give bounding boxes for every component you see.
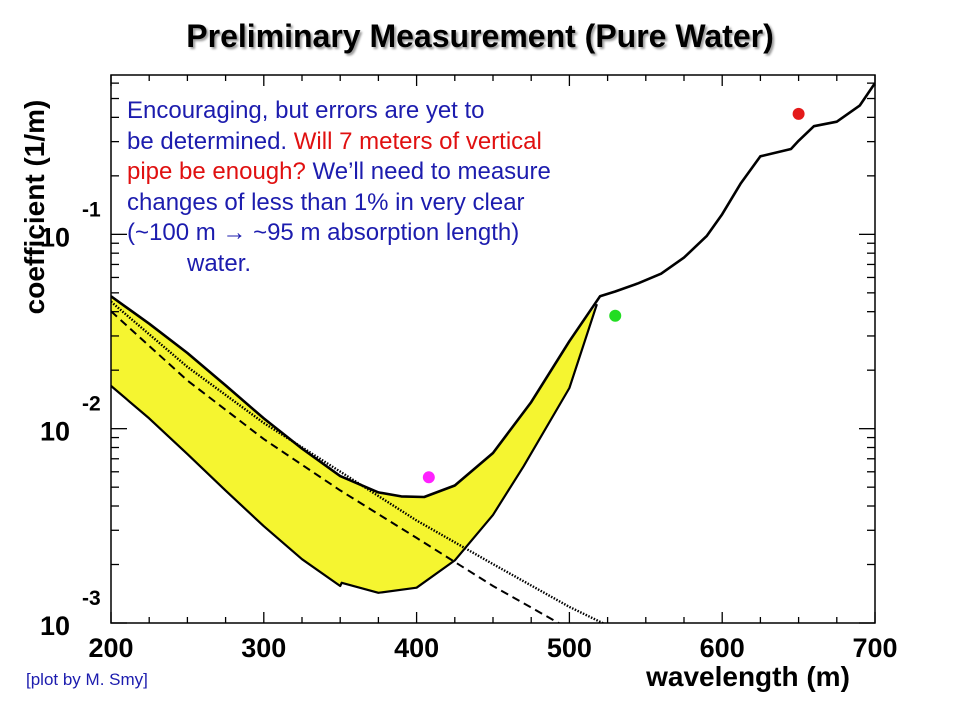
slide-title: Preliminary Measurement (Pure Water) <box>186 18 774 54</box>
x-tick-label: 500 <box>547 633 592 663</box>
marker-green <box>609 309 622 322</box>
y-tick-label-exponent: -1 <box>82 198 101 221</box>
annotation-text-blue: be determined. <box>127 127 288 155</box>
annotation-text-red: pipe be enough? <box>127 158 306 185</box>
annotation-line: (~100 m → ~95 m absorption length) <box>127 218 551 249</box>
annotation-text-blue: (~100 m <box>127 219 216 246</box>
plot-credit: [plot by M. Smy] <box>26 670 148 689</box>
x-tick-label: 600 <box>700 633 745 663</box>
series-line-dotted <box>111 300 606 623</box>
annotation-text-blue: ~95 m absorption length) <box>253 219 520 246</box>
y-axis-label: coefficient (1/m) <box>19 100 50 315</box>
y-tick-label-base: 10 <box>40 417 70 447</box>
annotation-text: Encouraging, but errors are yet to be de… <box>127 96 551 279</box>
annotation-line: pipe be enough? We’ll need to measure <box>127 157 551 188</box>
annotation-line: water. <box>187 249 252 277</box>
x-axis-label: wavelength (m) <box>645 661 850 692</box>
annotation-text-blue: We’ll need to measure <box>312 158 551 185</box>
uncertainty-band <box>111 296 597 593</box>
annotation-line: changes of less than 1% in very clear <box>127 188 525 216</box>
arrow-icon: → <box>222 219 247 246</box>
y-tick-label-base: 10 <box>40 222 70 252</box>
series-line-solid <box>111 303 598 594</box>
x-tick-label: 300 <box>241 633 286 663</box>
x-tick-label: 400 <box>394 633 439 663</box>
series-line-dashed <box>111 310 561 623</box>
marker-magenta <box>422 471 435 484</box>
x-tick-label: 200 <box>88 633 133 663</box>
annotation-line: Encouraging, but errors are yet to <box>127 97 485 124</box>
annotation-line: be determined. Will 7 meters of vertical <box>127 127 551 158</box>
plot-area: 200 300 400 500 600 700 10 -1 10 -2 10 -3 <box>40 74 898 663</box>
annotation-text-red: Will 7 meters of vertical <box>293 127 542 155</box>
marker-red <box>792 107 805 120</box>
y-tick-label-exponent: -3 <box>82 587 101 610</box>
y-tick-label-base: 10 <box>40 611 70 641</box>
x-tick-label: 700 <box>852 633 897 663</box>
y-tick-label-exponent: -2 <box>82 393 101 416</box>
